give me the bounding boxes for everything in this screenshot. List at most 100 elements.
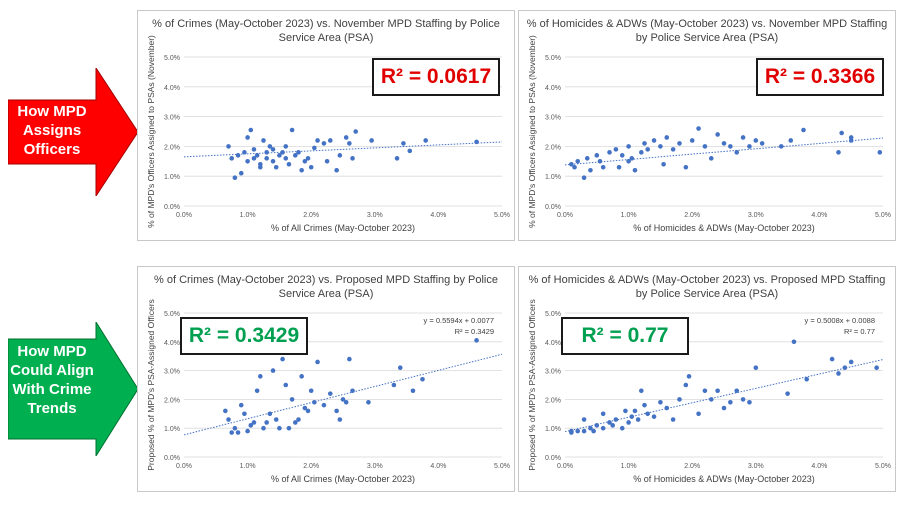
data-point — [394, 156, 400, 161]
scatter-plot: % of Crimes (May-October 2023) vs. Propo… — [146, 274, 510, 484]
x-axis-label: % of All Crimes (May-October 2023) — [271, 223, 415, 233]
x-axis-label: % of Homicides & ADWs (May-October 2023) — [633, 474, 815, 484]
y-tick-label: 5.0% — [545, 55, 561, 62]
y-tick-label: 1.0% — [545, 174, 561, 181]
y-tick-label: 4.0% — [545, 85, 561, 92]
y-tick-label: 0.0% — [545, 455, 561, 462]
data-point — [591, 428, 596, 434]
data-point — [242, 411, 247, 417]
x-tick-label: 4.0% — [811, 463, 827, 470]
trend-r2: R² = 0.3429 — [455, 327, 494, 336]
data-point — [715, 132, 720, 137]
data-point — [474, 139, 479, 145]
data-point — [277, 425, 282, 431]
x-tick-label: 5.0% — [494, 463, 510, 470]
x-tick-label: 0.0% — [557, 463, 573, 470]
data-point — [327, 391, 333, 396]
data-point — [839, 130, 844, 136]
chart-crimes-november: % of Crimes (May-October 2023) vs. Novem… — [137, 10, 515, 241]
data-point — [474, 338, 479, 343]
data-point — [677, 397, 682, 402]
scatter-plot: % of Crimes (May-October 2023) vs. Novem… — [146, 18, 510, 233]
data-point — [689, 138, 695, 143]
data-point — [702, 388, 708, 394]
data-point — [708, 397, 714, 402]
r2-callout: R² = 0.3429 — [180, 317, 308, 355]
y-tick-label: 3.0% — [545, 369, 561, 376]
x-tick-label: 0.0% — [176, 212, 192, 219]
chart-title: % of Crimes (May-October 2023) vs. Propo… — [154, 274, 498, 286]
data-point — [226, 144, 231, 149]
data-point — [324, 159, 330, 164]
y-axis-label: Proposed % of MPD's PSA-Assigned Officer… — [146, 299, 156, 471]
y-tick-label: 1.0% — [164, 426, 180, 433]
assign-arrow-label: How MPD Assigns Officers — [17, 103, 87, 158]
align-arrow-shape — [7, 320, 139, 458]
data-point — [740, 135, 746, 140]
trend-r2: R² = 0.77 — [844, 327, 875, 336]
data-point — [305, 156, 311, 161]
data-point — [321, 141, 327, 146]
data-point — [575, 159, 581, 164]
data-point — [302, 405, 308, 411]
data-point — [588, 425, 593, 431]
data-point — [747, 144, 752, 149]
align-arrow: How MPD Could Align With Crime Trends — [7, 320, 139, 458]
y-tick-label: 3.0% — [164, 115, 180, 122]
data-point — [277, 153, 282, 158]
data-point — [366, 399, 371, 405]
data-point — [321, 402, 327, 408]
data-point — [836, 150, 841, 155]
data-point — [251, 420, 257, 425]
data-point — [337, 417, 343, 422]
data-point — [315, 359, 320, 365]
y-axis-label: Proposed % of MPD's PSA-Assigned Officer… — [527, 299, 537, 471]
data-point — [874, 365, 879, 371]
chart-title: Service Area (PSA) — [279, 32, 374, 44]
data-point — [273, 417, 279, 422]
data-point — [350, 156, 355, 161]
data-point — [607, 420, 612, 425]
data-point — [258, 374, 263, 379]
data-point — [296, 150, 301, 155]
data-point — [254, 388, 260, 394]
data-point — [658, 144, 663, 149]
y-tick-label: 2.0% — [545, 397, 561, 404]
data-point — [302, 159, 308, 164]
trend-equation: y = 0.5594x + 0.0077 — [424, 316, 494, 325]
data-point — [584, 156, 590, 161]
data-point — [235, 153, 241, 158]
assign-arrow-shape — [7, 66, 139, 198]
data-point — [235, 430, 241, 435]
scatter-plot: % of Homicides & ADWs (May-October 2023)… — [527, 18, 891, 233]
data-point — [347, 356, 352, 362]
data-point — [299, 374, 304, 379]
data-point — [308, 388, 314, 394]
data-point — [245, 428, 250, 434]
data-point — [343, 399, 349, 405]
data-point — [626, 144, 631, 149]
data-point — [677, 141, 682, 146]
data-point — [315, 138, 320, 143]
data-point — [261, 425, 266, 431]
x-tick-label: 5.0% — [494, 212, 510, 219]
data-point — [715, 388, 720, 394]
data-point — [801, 127, 806, 133]
data-point — [619, 425, 625, 431]
chart-title: % of Crimes (May-October 2023) vs. Novem… — [152, 18, 500, 30]
data-point — [270, 159, 276, 164]
data-point — [251, 156, 257, 161]
x-tick-label: 5.0% — [875, 212, 891, 219]
data-point — [670, 417, 676, 422]
trend-equation: y = 0.5008x + 0.0088 — [805, 316, 875, 325]
data-point — [686, 374, 692, 379]
data-point — [575, 428, 581, 434]
data-point — [229, 430, 234, 435]
data-point — [410, 388, 416, 394]
r2-callout: R² = 0.3366 — [756, 58, 884, 96]
y-tick-label: 5.0% — [164, 55, 180, 62]
data-point — [353, 129, 359, 134]
data-point — [629, 414, 635, 419]
x-tick-label: 3.0% — [748, 463, 764, 470]
data-point — [759, 141, 765, 146]
